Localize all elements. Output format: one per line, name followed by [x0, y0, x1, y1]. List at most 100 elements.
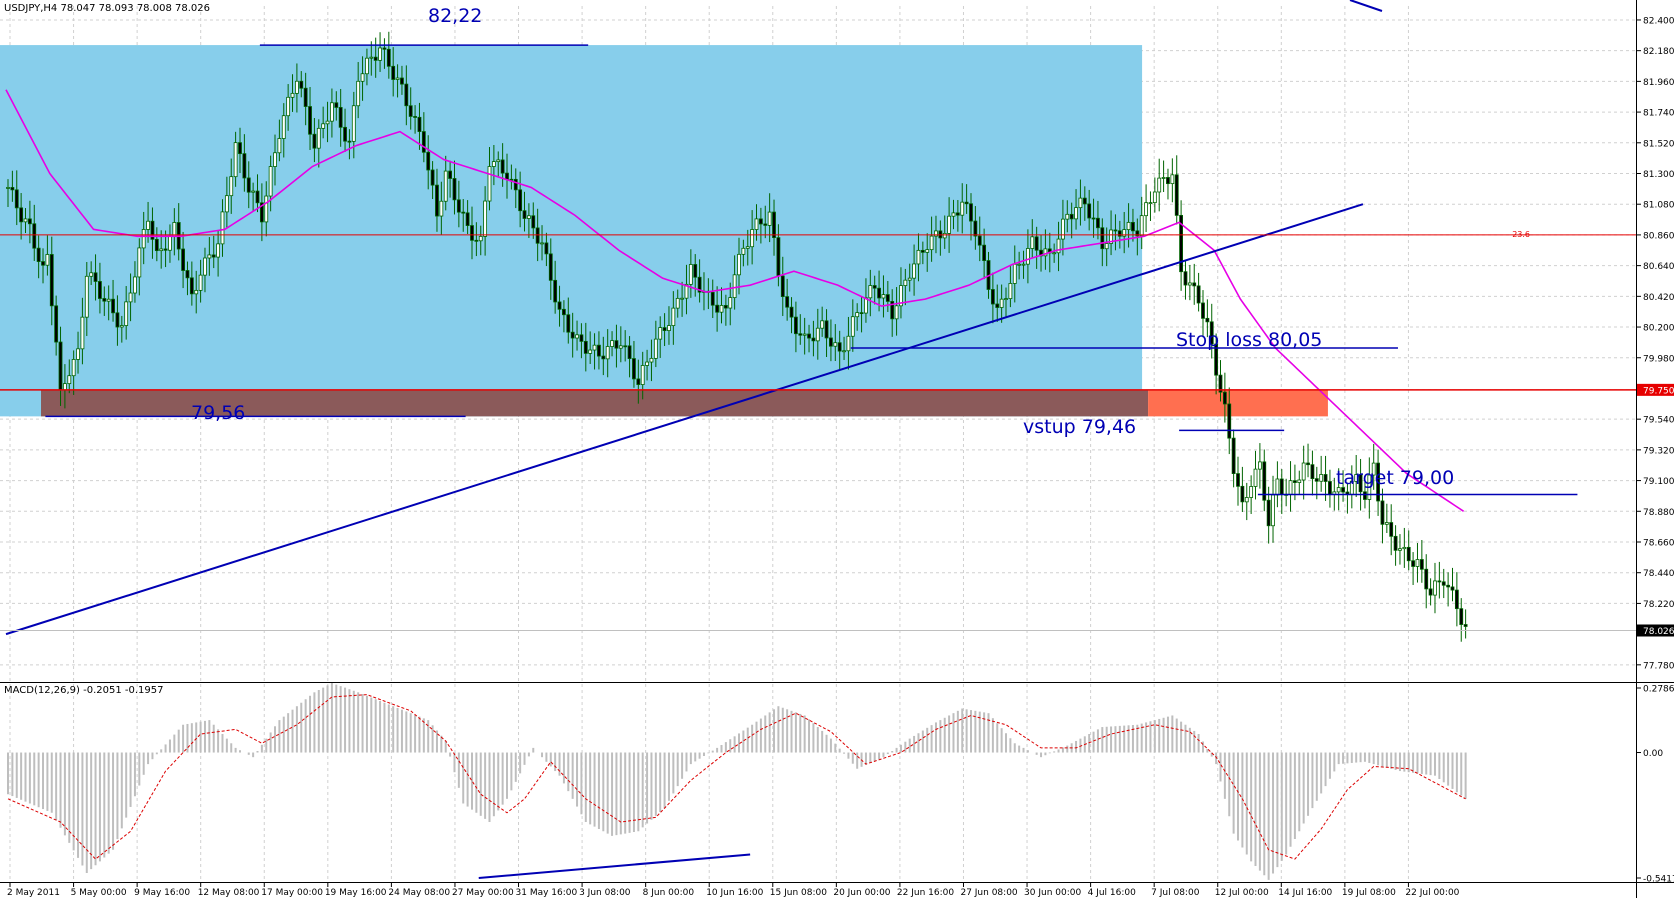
candle-body	[732, 274, 737, 299]
candle-body	[1227, 403, 1232, 439]
price-axis-border	[1636, 0, 1637, 898]
candle-body	[618, 345, 623, 349]
candle-body	[820, 320, 825, 329]
candle-body	[102, 298, 107, 302]
candle-body	[203, 257, 207, 276]
price-tick-label: 79.980	[1643, 354, 1674, 364]
candle-body	[500, 159, 505, 174]
candle-body	[277, 138, 282, 154]
candle-body	[1293, 480, 1297, 483]
candle-body	[216, 243, 221, 258]
macd-tick-label: 0.00	[1643, 749, 1663, 759]
candle-body	[763, 223, 768, 226]
candle-body	[421, 131, 426, 153]
candle-body	[1275, 478, 1280, 496]
candle-body	[80, 316, 85, 350]
candle-body	[1131, 221, 1135, 232]
candle-body	[842, 350, 846, 353]
candle-body	[1061, 218, 1065, 240]
time-tick-label: 22 Jul 00:00	[1405, 888, 1459, 898]
candle-body	[1034, 236, 1039, 251]
candle-body	[1389, 522, 1394, 537]
candle-body	[137, 247, 142, 278]
candle-body	[189, 277, 194, 295]
candle-body	[1117, 230, 1122, 237]
candle-body	[76, 348, 80, 360]
candle-body	[982, 244, 987, 261]
time-tick-label: 14 Jul 16:00	[1278, 888, 1332, 898]
candle-body	[1074, 207, 1078, 220]
candle-body	[1240, 485, 1245, 503]
candle-body	[776, 237, 781, 277]
time-tick-label: 24 May 08:00	[388, 888, 450, 898]
candle-body	[194, 289, 199, 295]
candle-body	[400, 77, 404, 85]
candle-body	[562, 308, 566, 316]
macd-signal-line	[7, 694, 1466, 860]
trend-line[interactable]	[5, 203, 1364, 636]
candle-body	[723, 305, 728, 309]
candle-body	[1183, 271, 1188, 286]
candle-body	[575, 334, 579, 339]
candle-body	[610, 340, 614, 347]
candle-body	[233, 142, 238, 178]
stop-loss-label: Stop loss 80,05	[1176, 329, 1322, 351]
candle-body	[1446, 584, 1451, 588]
candle-body	[365, 57, 369, 75]
candle-body	[290, 92, 295, 98]
candle-body	[645, 361, 649, 366]
macd-tick-label: -0.5417	[1643, 875, 1674, 885]
candle-body	[1236, 473, 1240, 487]
candle-body	[408, 105, 413, 117]
candle-body	[605, 346, 610, 360]
current-price-tag	[1637, 624, 1674, 637]
candle-body	[513, 178, 518, 191]
candle-body	[391, 65, 396, 80]
candle-body	[894, 305, 899, 320]
candle-body	[942, 233, 947, 239]
candle-body	[238, 142, 242, 155]
candle-body	[159, 248, 164, 252]
candle-body	[63, 383, 67, 391]
candle-body	[1056, 238, 1061, 254]
candle-body	[89, 272, 94, 277]
candle-body	[688, 264, 693, 285]
candle-body	[163, 248, 168, 251]
price-tick-label: 78.220	[1643, 600, 1674, 610]
price-tick-label: 78.026	[1643, 627, 1674, 637]
candle-body	[294, 80, 299, 94]
candle-body	[14, 189, 19, 209]
time-tick-label: 3 Jun 08:00	[579, 888, 631, 898]
candle-body	[1310, 464, 1315, 480]
candle-body	[1428, 588, 1433, 596]
candle-body	[1214, 343, 1219, 376]
candle-body	[1301, 462, 1306, 481]
candle-body	[846, 335, 851, 352]
macd-trend-line[interactable]	[478, 853, 751, 879]
candle-body	[995, 303, 1000, 308]
time-tick-label: 20 Jun 00:00	[833, 888, 890, 898]
candle-body	[1393, 535, 1398, 551]
candle-body	[443, 170, 448, 202]
candle-body	[1437, 580, 1442, 583]
price-tick-label: 79.750	[1643, 386, 1674, 396]
candle-body	[220, 211, 225, 245]
candle-body	[1052, 252, 1057, 255]
candle-body	[1222, 391, 1227, 405]
candle-body	[680, 297, 684, 300]
price-tick-label: 82.400	[1643, 16, 1674, 26]
candle-body	[1100, 227, 1105, 250]
candle-body	[347, 140, 352, 143]
candle-body	[715, 304, 720, 313]
candle-body	[916, 249, 921, 265]
candle-body	[710, 291, 715, 306]
candle-body	[106, 298, 111, 302]
candle-body	[1179, 214, 1184, 273]
candle-body	[789, 306, 794, 318]
candle-body	[119, 325, 124, 328]
candle-body	[452, 178, 457, 201]
candle-body	[649, 357, 654, 363]
low-label: 79,56	[191, 402, 245, 424]
candle-body	[807, 333, 811, 339]
